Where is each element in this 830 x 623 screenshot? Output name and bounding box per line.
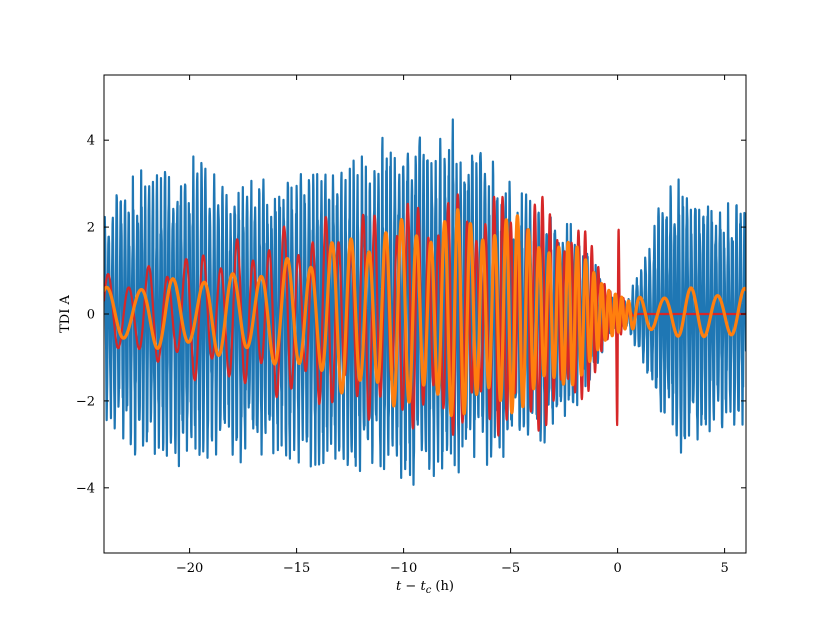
x-tick-label: 0 xyxy=(613,561,621,576)
x-tick-label: −10 xyxy=(390,561,417,576)
y-tick-label: −2 xyxy=(76,394,95,409)
x-axis-label: t − tc (h) xyxy=(396,579,454,596)
y-axis-label: TDI A xyxy=(58,295,73,333)
x-tick-label: 5 xyxy=(720,561,728,576)
y-tick-label: 0 xyxy=(87,308,95,323)
x-tick-label: −15 xyxy=(283,561,310,576)
x-tick-label: −20 xyxy=(176,561,203,576)
series-layer xyxy=(104,118,746,486)
x-axis: −20 −15 −10 −5 0 5 xyxy=(176,75,729,576)
y-tick-label: 2 xyxy=(87,221,95,236)
series-line-orange xyxy=(104,208,746,418)
y-tick-label: −4 xyxy=(76,481,95,496)
y-axis: −4 −2 0 2 4 xyxy=(76,134,746,496)
y-tick-label: 4 xyxy=(87,134,95,149)
x-tick-label: −5 xyxy=(501,561,520,576)
